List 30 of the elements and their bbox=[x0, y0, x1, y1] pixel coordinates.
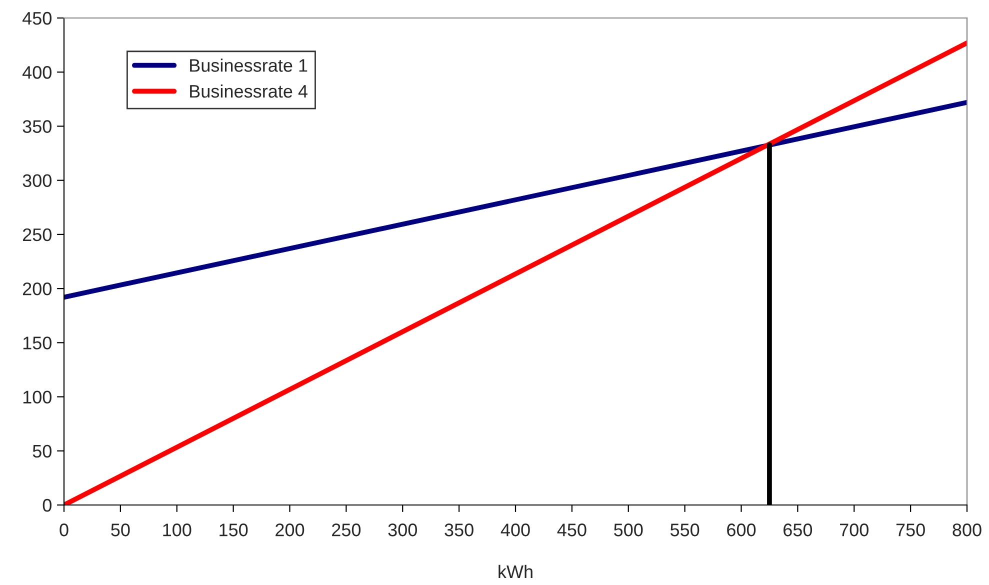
y-tick-label: 200 bbox=[22, 282, 52, 296]
y-tick-label: 300 bbox=[22, 174, 52, 188]
x-tick-label: 400 bbox=[500, 524, 530, 536]
legend-label: Businessrate 1 bbox=[190, 58, 308, 72]
y-tick-label: 50 bbox=[32, 444, 52, 458]
y-tick-label: 150 bbox=[23, 336, 52, 350]
x-tick-label: 650 bbox=[784, 524, 812, 536]
x-tick-label: 700 bbox=[840, 524, 868, 536]
x-tick-label: 450 bbox=[557, 524, 586, 536]
x-tick-label: 550 bbox=[670, 524, 700, 536]
y-tick-label: 0 bbox=[42, 498, 52, 512]
x-tick-label: 350 bbox=[444, 524, 474, 536]
x-tick-label: 300 bbox=[388, 524, 417, 536]
x-tick-label: 0 bbox=[60, 524, 68, 536]
x-axis-title: kWh bbox=[498, 564, 532, 578]
x-tick-label: 600 bbox=[727, 524, 756, 536]
y-tick-label: 450 bbox=[22, 12, 52, 25]
x-tick-label: 750 bbox=[896, 524, 925, 536]
y-tick-label: 350 bbox=[22, 120, 52, 133]
x-tick-label: 800 bbox=[952, 524, 982, 536]
x-tick-label: 500 bbox=[614, 524, 643, 536]
x-tick-label: 200 bbox=[276, 524, 304, 536]
y-tick-label: 400 bbox=[22, 66, 52, 79]
legend-label: Businessrate 4 bbox=[190, 84, 308, 98]
y-tick-label: 250 bbox=[22, 228, 52, 242]
y-tick-label: 100 bbox=[23, 390, 52, 404]
x-tick-label: 150 bbox=[220, 524, 248, 536]
x-tick-label: 250 bbox=[332, 524, 361, 536]
x-tick-label: 100 bbox=[163, 524, 192, 536]
x-tick-label: 50 bbox=[111, 524, 130, 536]
